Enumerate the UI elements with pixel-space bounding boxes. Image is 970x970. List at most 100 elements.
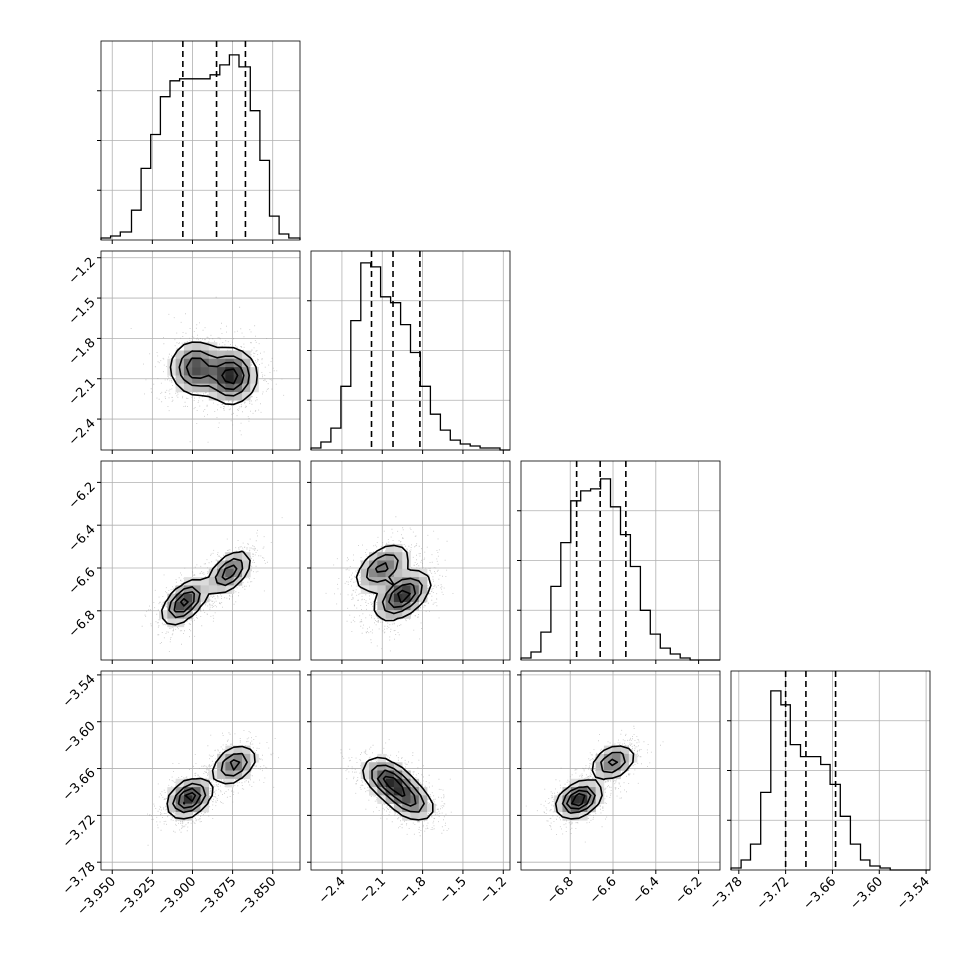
density-cell: [225, 375, 234, 384]
density-cell: [241, 383, 251, 393]
density-cell: [603, 762, 613, 771]
density-cell: [159, 610, 168, 619]
density-cell: [225, 568, 234, 578]
x-tick-label: −6.8: [544, 874, 577, 907]
density-cell: [369, 770, 378, 780]
density-cell: [570, 811, 580, 821]
hist-panel-2: [517, 460, 721, 664]
density-cell: [369, 560, 378, 570]
density-cell: [217, 560, 226, 570]
density-cell: [377, 762, 386, 771]
y-tick-label: −6.2: [66, 479, 99, 512]
density-cell: [393, 770, 403, 780]
density-cell: [241, 745, 251, 755]
hist-panel-3: [727, 670, 931, 874]
density-cell: [233, 367, 243, 376]
density-cell: [410, 568, 420, 578]
panel-frame: [100, 250, 301, 451]
contour-line: [382, 775, 406, 798]
x-tick-label: −6.4: [630, 874, 663, 907]
contour-line: [375, 562, 417, 609]
density-cell: [217, 367, 226, 376]
density-cell: [183, 342, 193, 351]
hist-panel-0: [97, 40, 301, 244]
contour-line: [185, 357, 245, 391]
density-cell: [200, 383, 210, 393]
contour-line: [168, 557, 244, 619]
density-cell: [192, 593, 201, 603]
density-cell: [418, 585, 428, 594]
density-cell: [562, 787, 572, 796]
density-cell: [233, 770, 243, 780]
density-cell: [612, 753, 621, 763]
y-tick-label: −6.8: [66, 608, 99, 641]
density-cell: [200, 375, 210, 384]
density-cell: [410, 787, 420, 796]
density-cell: [360, 770, 370, 780]
density-cell: [385, 568, 395, 578]
density-cell: [393, 787, 403, 796]
density-cell: [192, 383, 201, 393]
density-cell: [183, 601, 193, 611]
density-cell: [402, 568, 411, 578]
density-cell: [402, 787, 411, 796]
scatter-panel-2-0: [97, 460, 301, 664]
density-cell: [562, 811, 572, 821]
density-cell: [217, 375, 226, 384]
density-cell: [554, 795, 563, 804]
density-cell: [183, 610, 193, 619]
density-cell: [217, 577, 226, 586]
density-cell: [612, 770, 621, 780]
density-cell: [208, 367, 218, 376]
density-cell: [233, 753, 243, 763]
density-cell: [217, 350, 226, 360]
density-cell: [393, 803, 403, 813]
density-cell: [393, 593, 403, 603]
contour-line: [397, 589, 411, 603]
density-cell: [418, 593, 428, 603]
density-cell: [241, 762, 251, 771]
contour-line: [362, 756, 434, 821]
density-cell: [587, 778, 596, 788]
density-cell: [385, 795, 395, 804]
density-cell: [402, 560, 411, 570]
y-tick-label: −1.2: [66, 255, 99, 288]
density-cell: [175, 350, 185, 360]
y-tick-label: −3.72: [60, 812, 99, 851]
panel-frame: [100, 670, 301, 871]
density-cell: [385, 610, 395, 619]
density-cell: [192, 795, 201, 804]
density-cell: [167, 803, 176, 813]
density-cell: [175, 585, 185, 594]
density-cell: [612, 745, 621, 755]
y-tick-label: −3.60: [60, 719, 99, 758]
density-cell: [200, 367, 210, 376]
density-cell: [217, 770, 226, 780]
density-cell: [208, 585, 218, 594]
density-cell: [393, 610, 403, 619]
y-tick-label: −2.1: [66, 376, 99, 409]
density-cell: [192, 577, 201, 586]
density-cell: [360, 560, 370, 570]
density-cell: [418, 803, 428, 813]
density-cell: [208, 568, 218, 578]
density-cell: [192, 342, 201, 351]
contour-line: [566, 758, 619, 810]
density-cell: [192, 375, 201, 384]
panel-content: [130, 296, 285, 443]
density-cell: [393, 552, 403, 561]
density-cell: [402, 770, 411, 780]
y-tick-label: −3.66: [60, 766, 99, 805]
y-tick-label: −6.6: [66, 565, 99, 598]
density-cell: [200, 342, 210, 351]
density-cell: [410, 593, 420, 603]
density-cell: [217, 568, 226, 578]
x-tick-label: −2.1: [356, 874, 389, 907]
density-cell: [233, 350, 243, 360]
density-cell: [369, 778, 378, 788]
density-cell: [587, 795, 596, 804]
scatter-panel-3-0: [97, 670, 301, 874]
density-cell: [402, 585, 411, 594]
density-cell: [410, 778, 420, 788]
x-tick-label: −3.850: [235, 874, 280, 919]
